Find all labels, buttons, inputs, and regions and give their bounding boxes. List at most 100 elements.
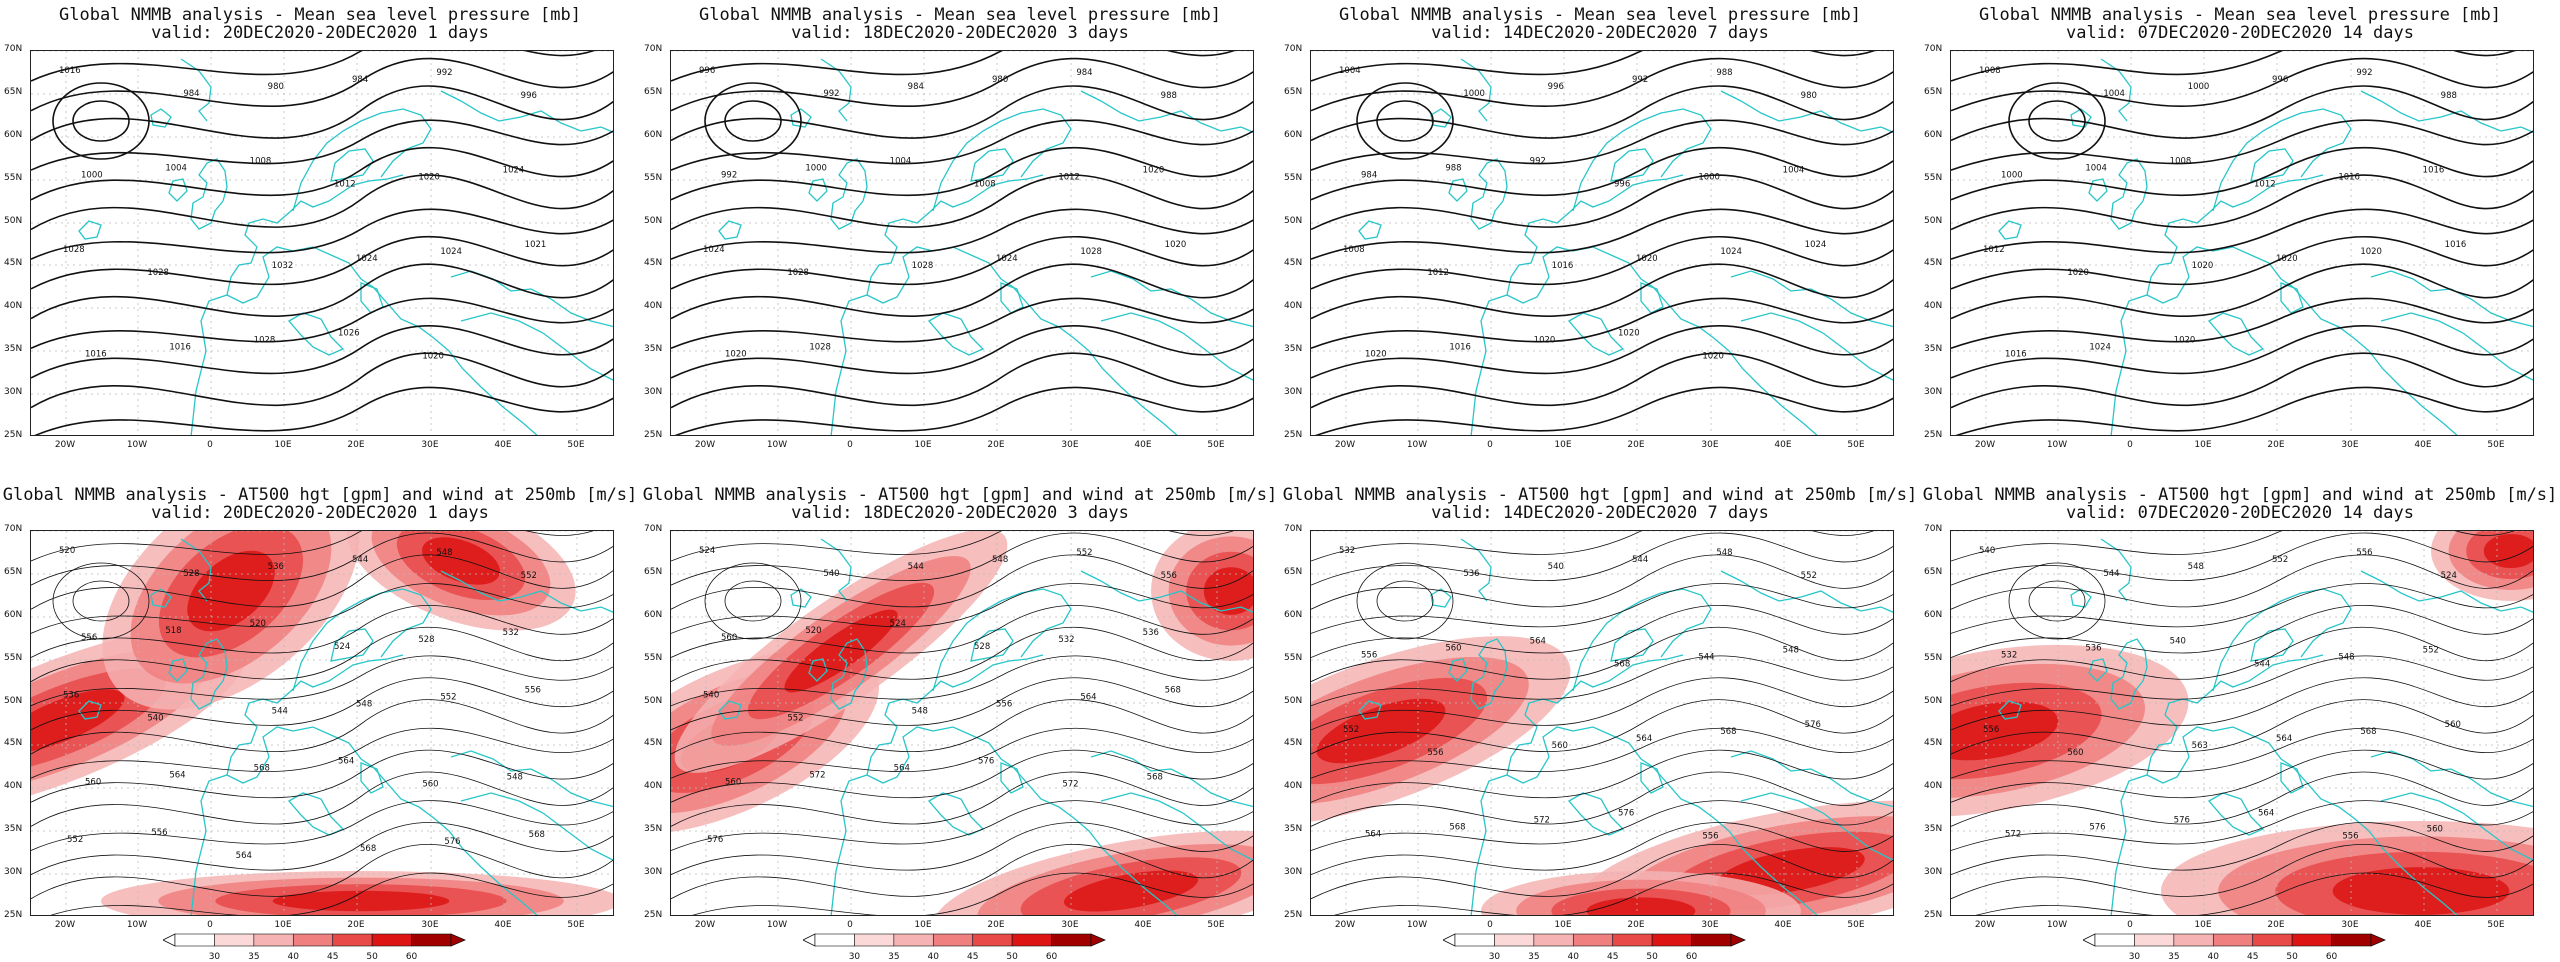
latitude-label: 35N (4, 824, 23, 834)
contour-lines (1951, 51, 2533, 435)
contour-label: 996 (1548, 82, 1564, 92)
latitude-label: 40N (644, 301, 663, 311)
map-svg: 524 540 544 548 552 556 560 520 524 528 532 536 540 5… (671, 531, 1253, 915)
panel-title: Global NMMB analysis - AT500 hgt [gpm] a… (642, 485, 1278, 505)
contour (1951, 655, 2533, 707)
coastline (1567, 312, 1625, 356)
contour (31, 57, 613, 112)
longitude-label: 50E (1847, 440, 1865, 450)
latitude-label: 30N (4, 387, 23, 397)
contour-label: 1000 (805, 164, 827, 174)
coastline (1448, 178, 1468, 202)
contour (671, 800, 1253, 851)
latitude-label: 60N (644, 610, 663, 620)
colorbar-swatch (854, 933, 895, 947)
latitude-label: 30N (1284, 387, 1303, 397)
contour-label: 556 (525, 685, 541, 695)
contour-label: 560 (721, 633, 737, 643)
panel-valid-period: valid: 20DEC2020-20DEC2020 1 days (151, 503, 489, 523)
coastline (1640, 762, 1664, 794)
contour (671, 531, 1234, 562)
map-panel-2: Global NMMB analysis - Mean sea level pr… (640, 0, 1280, 480)
panel-valid-period: valid: 18DEC2020-20DEC2020 3 days (791, 23, 1129, 43)
contour-label: 548 (1716, 548, 1732, 558)
longitude-label: 10W (126, 920, 148, 930)
panel-valid-period: valid: 07DEC2020-20DEC2020 14 days (2066, 23, 2414, 43)
contour (31, 626, 613, 682)
contour-label: 540 (147, 713, 163, 723)
contour (671, 174, 1253, 231)
contour (671, 119, 1253, 171)
coastline (932, 588, 1072, 692)
colorbar-swatch (2331, 933, 2372, 947)
contour-label: 524 (890, 619, 906, 629)
colorbar-swatch (2173, 933, 2214, 947)
contour-label: 576 (978, 757, 994, 767)
wind-speed-area (31, 689, 125, 753)
map-panel-8: Global NMMB analysis - AT500 hgt [gpm] a… (1920, 480, 2560, 962)
contour-label: 548 (2338, 653, 2354, 663)
contour-label: 1020 (2276, 254, 2298, 264)
contour-labels: 1016 984 980 984 992 996 1000 1004 1008 1012 1020 1… (59, 66, 546, 362)
contour (1311, 146, 1893, 201)
longitude-label: 40E (1774, 440, 1792, 450)
longitude-label: 20W (54, 440, 76, 450)
colorbar-swatch (2252, 933, 2293, 947)
latitude-label: 40N (4, 781, 23, 791)
wind-speed-area (2483, 534, 2533, 568)
contour-label: 576 (1618, 809, 1634, 819)
contour-label: 560 (2427, 825, 2443, 835)
wind-shading (1951, 531, 2533, 915)
map-panel-7: Global NMMB analysis - AT500 hgt [gpm] a… (1280, 480, 1920, 962)
coastline (808, 658, 828, 682)
longitude-label: 50E (1847, 920, 1865, 930)
contour (31, 771, 613, 827)
latitude-label: 30N (4, 867, 23, 877)
coastline (718, 220, 742, 240)
coastline (2250, 148, 2294, 182)
contour-label: 1016 (2005, 350, 2027, 360)
panel-title: Global NMMB analysis - AT500 hgt [gpm] a… (2, 485, 638, 505)
colorbar-swatch (1454, 933, 1495, 947)
contour-label: 1016 (1449, 343, 1471, 353)
colorbar-swatch (253, 933, 294, 947)
coastline (2110, 158, 2148, 230)
contour-label: 1020 (2067, 268, 2089, 278)
coastline (1470, 726, 1818, 915)
latitude-label: 60N (1924, 610, 1943, 620)
contour (1951, 263, 2533, 320)
contour-label: 1020 (725, 350, 747, 360)
latitude-label: 50N (4, 216, 23, 226)
longitude-label: 20E (1627, 440, 1645, 450)
contour (1311, 532, 1893, 586)
latitude-label: 50N (1284, 696, 1303, 706)
longitude-label: 10E (274, 440, 292, 450)
contour-label: 1024 (503, 166, 525, 176)
contour (1315, 386, 1893, 435)
coastlines (718, 538, 1253, 915)
contour (31, 749, 613, 803)
latitude-label: 60N (4, 610, 23, 620)
longitude-label: 20W (694, 440, 716, 450)
colorbar-tick-label: 40 (287, 952, 300, 962)
coastline (1358, 700, 1382, 720)
longitude-label: 20W (1334, 440, 1356, 450)
contour-label: 1008 (974, 180, 996, 190)
contour-label: 572 (2005, 830, 2021, 840)
contour-label: 556 (1702, 832, 1718, 842)
latitude-label: 25N (644, 430, 663, 440)
contour (31, 325, 613, 379)
coastline (808, 178, 828, 202)
coastline (1358, 220, 1382, 240)
coastline (330, 628, 374, 662)
contour-label: 556 (1983, 725, 1999, 735)
contour (1951, 119, 2533, 171)
contour-label: 556 (81, 633, 97, 643)
contour-label: 556 (2356, 548, 2372, 558)
coastline (190, 726, 538, 915)
contour-label: 1032 (272, 261, 294, 271)
colorbar-arrow-left (1442, 933, 1456, 947)
contour-label: 1020 (1702, 352, 1724, 362)
contour-label: 560 (1552, 741, 1568, 751)
contour (1311, 727, 1893, 779)
